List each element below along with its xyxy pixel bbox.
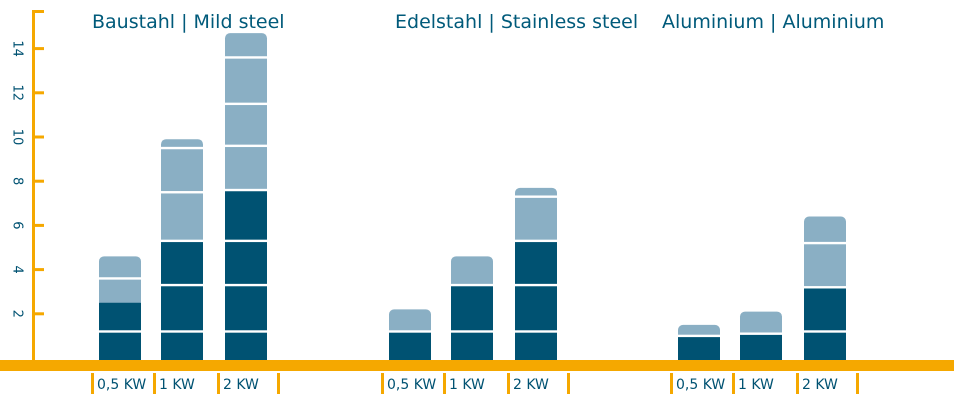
group-title: Baustahl | Mild steel [92,11,285,33]
y-tick-label: 4 [10,265,25,273]
bar-segment-dark [804,287,846,360]
bar-segment-light [515,187,557,245]
category-label: 1 KW [449,377,485,393]
y-tick [32,268,44,272]
bar-segment-dark [161,240,203,360]
y-tick [32,312,44,316]
y-tick [32,179,44,183]
bar-segment-dark [515,240,557,360]
category-label: 2 KW [802,377,838,393]
y-tick-label: 6 [10,221,25,229]
bar-divider [225,239,267,243]
category-bracket [856,373,859,394]
category-bracket [796,373,799,394]
bar-divider [161,146,203,150]
bar-divider [515,330,557,333]
bar-segment-dark [225,190,267,360]
y-tick [32,47,44,51]
y-axis-line [32,10,35,366]
category-label: 0,5 KW [97,377,146,393]
y-tick-label: 14 [10,40,25,57]
y-tick-label: 8 [10,177,25,185]
y-tick-label: 2 [10,310,25,318]
bar-segment-light [389,309,431,336]
bar-divider [740,332,782,335]
bar-divider [225,188,267,192]
bar-segment-dark [740,333,782,360]
bar-divider [389,330,431,333]
category-bracket [381,373,384,394]
bar-divider [225,283,267,287]
y-tick-label: 10 [10,129,25,146]
category-label: 0,5 KW [676,377,725,393]
category-label: 0,5 KW [387,377,436,393]
bar-divider [678,334,720,338]
category-bracket [91,373,94,394]
bar-divider [515,239,557,243]
bar-segment-light [740,311,782,338]
bar-divider [161,239,203,243]
bar-segment-dark [389,331,431,360]
bar-divider [515,283,557,287]
bar-segment-dark [451,285,493,360]
category-bracket [217,373,220,394]
category-bracket [153,373,156,394]
bar-divider [451,330,493,333]
group-title: Edelstahl | Stainless steel [395,11,638,33]
bar-segment-light [225,33,267,195]
category-bracket [670,373,673,394]
y-tick [32,223,44,227]
bar-divider [99,330,141,333]
category-bracket [567,373,570,394]
category-label: 2 KW [513,377,549,393]
bar-divider [225,330,267,333]
bar-divider [804,286,846,289]
category-bracket [507,373,510,394]
group-title: Aluminium | Aluminium [662,11,884,33]
bar-divider [804,241,846,245]
y-tick-label: 12 [10,85,25,102]
y-tick [32,91,44,95]
y-tick [32,135,44,139]
bar-divider [161,283,203,287]
bar-divider [451,283,493,287]
category-label: 1 KW [738,377,774,393]
bar-segment-dark [678,335,720,360]
bar-segment-light [804,216,846,292]
bar-divider [161,330,203,333]
category-bracket [732,373,735,394]
bar-divider [804,330,846,333]
bar-divider [99,277,141,280]
bar-divider [515,195,557,198]
bar-divider [161,191,203,194]
bar-divider [225,56,267,59]
category-bracket [443,373,446,394]
bar-segment-light [99,256,141,307]
bar-divider [225,102,267,106]
y-axis-top-tick [32,10,44,13]
x-axis-band [0,360,954,371]
category-label: 2 KW [223,377,259,393]
category-label: 1 KW [159,377,195,393]
bar-divider [225,144,267,148]
bar-segment-light [451,256,493,290]
category-bracket [277,373,280,394]
